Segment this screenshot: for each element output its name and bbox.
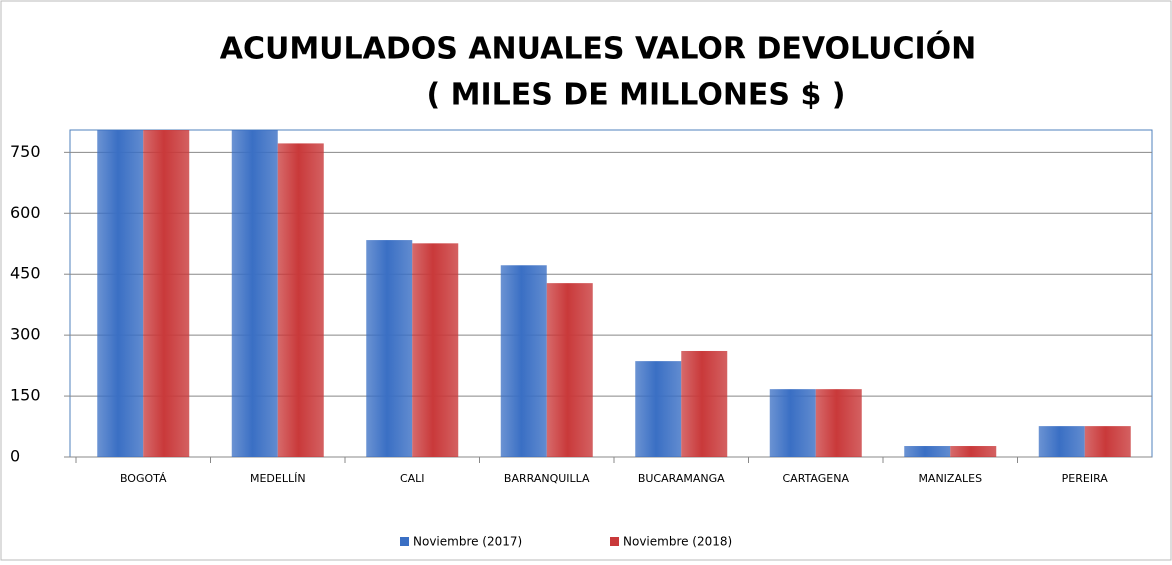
legend-swatch: [400, 537, 409, 546]
x-tick-label: CALI: [400, 472, 425, 485]
bar: [769, 389, 816, 457]
bar: [1038, 426, 1085, 457]
x-tick-label: PEREIRA: [1062, 472, 1109, 485]
chart-title: ACUMULADOS ANUALES VALOR DEVOLUCIÓN: [220, 30, 977, 67]
bar: [681, 350, 728, 457]
x-tick-label: BOGOTÁ: [120, 472, 167, 485]
bar: [231, 130, 278, 457]
bar: [277, 143, 324, 457]
plot-area: [97, 130, 1131, 457]
bar: [904, 446, 951, 457]
bar: [1084, 426, 1131, 457]
x-tick-label: BARRANQUILLA: [504, 472, 590, 485]
x-tick-label: BUCARAMANGA: [638, 472, 725, 485]
y-tick-label: 150: [10, 386, 41, 405]
x-tick-label: MEDELLÍN: [250, 472, 306, 485]
y-tick-label: 0: [10, 447, 20, 466]
bar: [366, 240, 413, 457]
bar: [500, 265, 547, 457]
legend-label: Noviembre (2017): [413, 535, 522, 549]
bar: [815, 389, 862, 457]
y-tick-label: 450: [10, 264, 41, 283]
x-tick-label: MANIZALES: [918, 472, 982, 485]
bar: [97, 130, 144, 457]
y-tick-label: 300: [10, 325, 41, 344]
x-tick-label: CARTAGENA: [783, 472, 850, 485]
bar: [950, 446, 997, 457]
bar: [143, 130, 190, 457]
chart-subtitle: ( MILES DE MILLONES $ ): [426, 78, 845, 113]
y-tick-label: 600: [10, 203, 41, 222]
bar: [546, 283, 593, 457]
bar: [635, 361, 682, 457]
legend-swatch: [610, 537, 619, 546]
y-tick-label: 750: [10, 142, 41, 161]
bar: [412, 243, 459, 457]
legend-label: Noviembre (2018): [623, 535, 732, 549]
